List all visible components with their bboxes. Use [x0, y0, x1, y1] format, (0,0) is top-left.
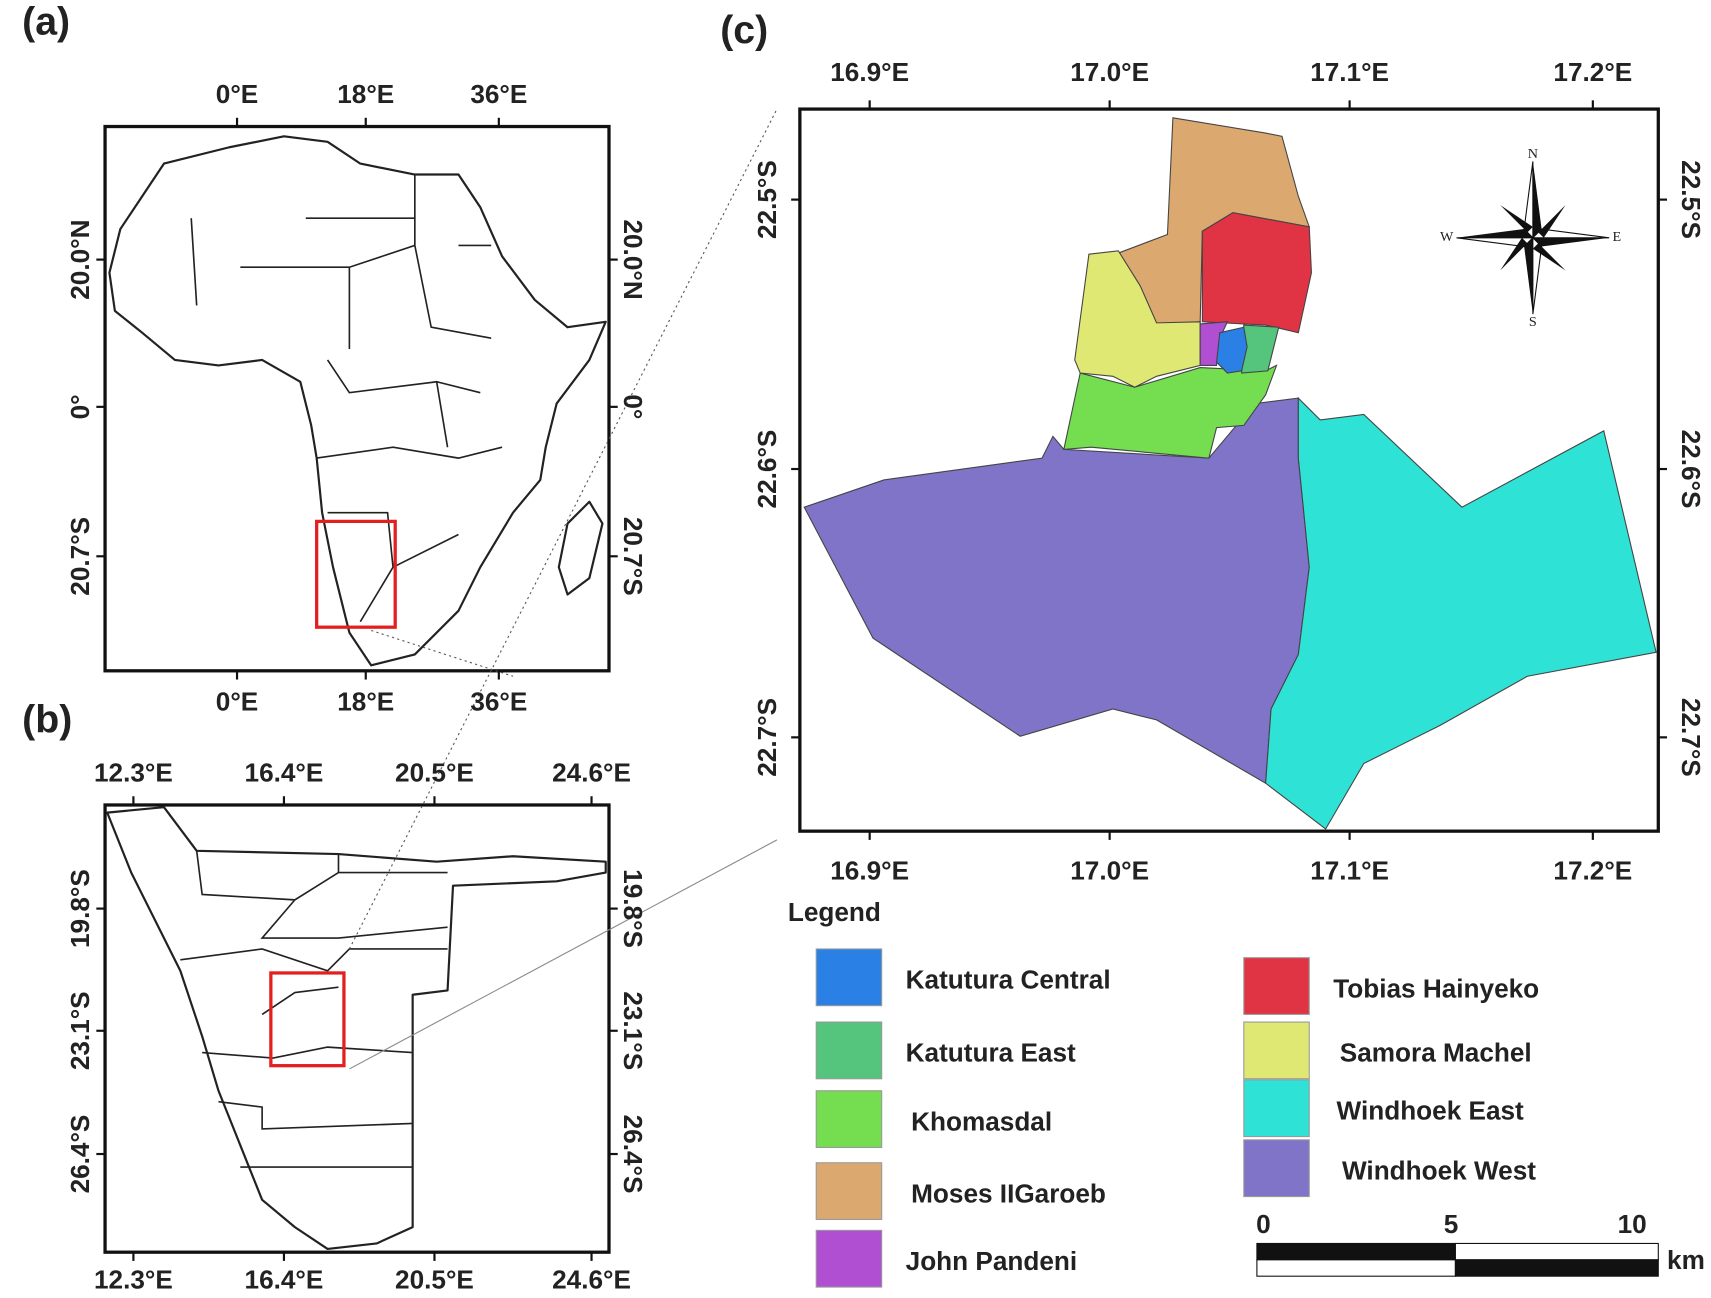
scale-label: 10 — [1618, 1209, 1647, 1239]
x-tick-label: 0°E — [216, 79, 258, 109]
x-tick-label: 18°E — [337, 686, 394, 716]
x-tick-label: 17.2°E — [1553, 57, 1632, 87]
panel-a-frame — [103, 124, 611, 673]
district — [1063, 364, 1278, 459]
y-tick-label: 22.6°S — [752, 430, 782, 509]
scale-unit: km — [1667, 1245, 1705, 1275]
legend-label: Moses IIGaroeb — [911, 1178, 1106, 1208]
legend-swatch — [815, 1021, 883, 1080]
y-tick-label: 0° — [65, 394, 95, 419]
x-tick-label: 24.6°E — [552, 757, 631, 787]
panel-b-frame — [103, 803, 611, 1254]
x-tick-label: 16.4°E — [245, 757, 324, 787]
legend-label: Windhoek East — [1337, 1095, 1525, 1125]
district — [803, 397, 1310, 785]
y-tick-label: 22.5°S — [1676, 160, 1706, 239]
x-tick-label: 17.2°E — [1553, 856, 1632, 886]
x-tick-label: 18°E — [337, 79, 394, 109]
namibia-outline — [106, 806, 607, 1251]
y-tick-label: 22.5°S — [752, 160, 782, 239]
x-tick-label: 16.4°E — [245, 1265, 324, 1295]
scale-seg — [1454, 1259, 1659, 1277]
x-tick-label: 0°E — [216, 686, 258, 716]
legend-swatch — [815, 948, 883, 1007]
legend-label: Windhoek West — [1342, 1155, 1536, 1185]
legend-label: Khomasdal — [911, 1106, 1052, 1136]
panel-label: (c) — [720, 8, 768, 52]
y-tick-label: 20.7°S — [65, 517, 95, 596]
district — [1215, 326, 1248, 374]
y-tick-label: 26.4°S — [618, 1115, 648, 1194]
legend-label: Tobias Hainyeko — [1333, 973, 1539, 1003]
x-tick-label: 36°E — [470, 79, 527, 109]
y-tick-label: 19.8°S — [65, 869, 95, 948]
scale-seg — [1454, 1242, 1659, 1261]
x-tick-label: 20.5°E — [395, 1265, 474, 1295]
legend-swatch — [815, 1162, 883, 1221]
madagascar — [557, 500, 604, 596]
y-tick-label: 22.7°S — [1676, 698, 1706, 777]
x-tick-label: 36°E — [470, 686, 527, 716]
y-tick-label: 26.4°S — [65, 1115, 95, 1194]
x-tick-label: 17.1°E — [1310, 856, 1389, 886]
connector — [349, 839, 778, 1070]
legend-label: Katutura East — [906, 1038, 1076, 1068]
scale-seg — [1256, 1259, 1456, 1277]
y-tick-label: 23.1°S — [65, 991, 95, 1070]
legend-swatch — [1243, 957, 1310, 1015]
y-tick-label: 22.6°S — [1676, 430, 1706, 509]
district — [1241, 324, 1280, 374]
legend-title: Legend — [788, 897, 881, 927]
y-tick-label: 20.0°N — [65, 219, 95, 299]
africa-outline — [108, 135, 607, 667]
x-tick-label: 16.9°E — [830, 57, 909, 87]
compass-n: N — [1528, 146, 1538, 162]
x-tick-label: 17.0°E — [1070, 856, 1149, 886]
x-tick-label: 12.3°E — [94, 757, 173, 787]
scale-seg — [1256, 1242, 1456, 1261]
x-tick-label: 12.3°E — [94, 1265, 173, 1295]
legend-swatch — [815, 1090, 883, 1149]
legend-label: Katutura Central — [906, 965, 1111, 995]
x-tick-label: 16.9°E — [830, 856, 909, 886]
x-tick-label: 20.5°E — [395, 757, 474, 787]
scale-label: 0 — [1256, 1209, 1271, 1239]
y-tick-label: 23.1°S — [618, 991, 648, 1070]
y-tick-label: 0° — [618, 394, 648, 419]
namibia-box — [315, 519, 397, 629]
x-tick-label: 24.6°E — [552, 1265, 631, 1295]
district — [1201, 212, 1312, 334]
y-tick-label: 20.7°S — [618, 517, 648, 596]
x-tick-label: 17.1°E — [1310, 57, 1389, 87]
legend-swatch — [1243, 1079, 1310, 1138]
panel-label: (b) — [22, 697, 72, 741]
y-tick-label: 22.7°S — [752, 698, 782, 777]
legend-swatch — [1243, 1021, 1310, 1080]
panel-label: (a) — [22, 0, 70, 43]
legend-label: John Pandeni — [906, 1246, 1077, 1276]
legend-swatch — [815, 1229, 883, 1288]
compass-s: S — [1529, 314, 1537, 330]
compass-w: W — [1440, 229, 1454, 245]
y-tick-label: 20.0°N — [618, 219, 648, 299]
legend-swatch — [1243, 1139, 1310, 1198]
scale-label: 5 — [1444, 1209, 1459, 1239]
connector — [348, 108, 778, 950]
africa-borders — [190, 174, 503, 623]
compass — [1456, 161, 1610, 315]
district — [1265, 396, 1657, 830]
y-tick-label: 19.8°S — [618, 869, 648, 948]
legend-label: Samora Machel — [1340, 1038, 1532, 1068]
windhoek-box — [269, 971, 346, 1068]
region-borders — [180, 850, 448, 1168]
district — [1074, 250, 1201, 388]
x-tick-label: 17.0°E — [1070, 57, 1149, 87]
compass-e: E — [1613, 229, 1622, 245]
